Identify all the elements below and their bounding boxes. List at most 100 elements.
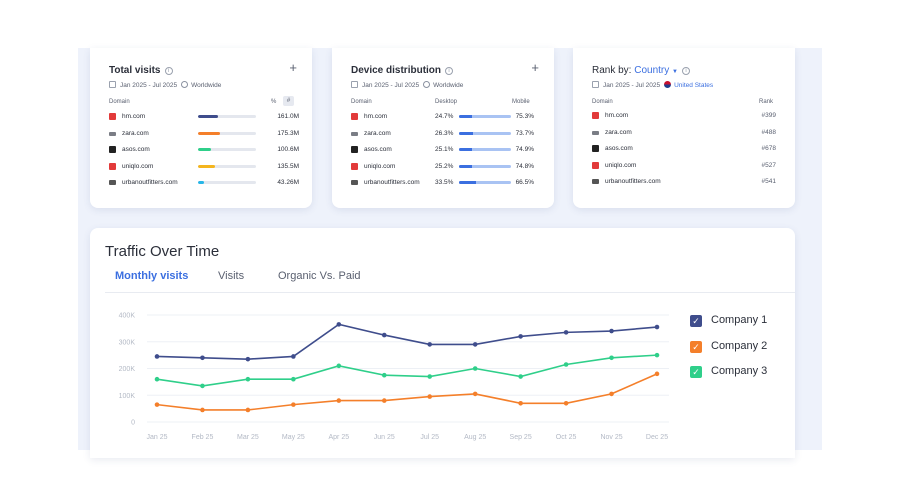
domain-name[interactable]: urbanoutfitters.com [605,178,661,185]
add-icon[interactable]: + [289,60,297,75]
globe-icon [423,81,431,88]
legend-item-company-1[interactable]: ✓ Company 1 [690,314,810,330]
data-point[interactable] [154,402,160,407]
domain-name[interactable]: uniqlo.com [122,162,154,170]
visits-value: 175.3M [277,129,299,137]
data-point[interactable] [609,355,614,361]
tab-visits[interactable]: Visits [218,270,245,282]
data-point[interactable] [336,398,342,403]
x-tick-label: Mar 25 [237,434,259,441]
data-point[interactable] [609,328,614,334]
column-header-domain: Domain [351,99,372,105]
data-point[interactable] [472,342,478,347]
data-point[interactable] [245,376,251,382]
domain-name[interactable]: zara.com [605,128,632,136]
data-point[interactable] [291,402,296,407]
number-toggle-button[interactable]: # [283,96,294,106]
table-row[interactable]: urbanoutfitters.com #541 [592,177,776,187]
data-point[interactable] [245,356,251,362]
table-row[interactable]: urbanoutfitters.com 43.26M [109,178,299,188]
data-point[interactable] [563,362,569,367]
table-row[interactable]: asos.com 25.1% 74.9% [351,145,534,155]
rank-dimension-dropdown[interactable]: Country ▼ [634,65,678,76]
share-bar-fill [198,115,219,118]
info-icon[interactable]: i [682,67,690,75]
data-point[interactable] [381,332,387,338]
data-point[interactable] [381,372,387,378]
share-bar [198,181,256,184]
domain-name[interactable]: asos.com [605,145,633,152]
table-row[interactable]: uniqlo.com #527 [592,161,776,171]
series-line-company-3 [156,354,658,387]
device-distribution-title: Device distribution i [351,65,454,76]
data-point[interactable] [654,324,660,330]
data-point[interactable] [154,354,160,359]
data-point[interactable] [518,334,523,339]
data-point[interactable] [336,322,342,327]
table-row[interactable]: zara.com #488 [592,128,776,138]
data-point[interactable] [200,383,205,389]
domain-name[interactable]: uniqlo.com [605,161,637,169]
visits-value: 100.6M [277,146,299,153]
data-point[interactable] [472,366,478,371]
data-point[interactable] [654,352,660,358]
table-row[interactable]: zara.com 175.3M [109,129,299,139]
tab-monthly-visits[interactable]: Monthly visits [115,270,189,282]
data-point[interactable] [427,342,433,347]
legend-item-company-3[interactable]: ✓ Company 3 [690,365,810,381]
country-link[interactable]: United States [674,82,714,89]
domain-name[interactable]: urbanoutfitters.com [364,179,420,186]
table-row[interactable]: hm.com #399 [592,111,776,121]
domain-name[interactable]: hm.com [364,113,388,120]
table-row[interactable]: uniqlo.com 25.2% 74.8% [351,162,534,172]
table-row[interactable]: zara.com 26.3% 73.7% [351,129,534,139]
dashboard-canvas: Total visits i + Jan 2025 - Jul 2025 World… [78,48,822,458]
data-point[interactable] [200,407,205,413]
add-icon[interactable]: + [531,60,539,75]
table-row[interactable]: hm.com 161.0M [109,112,299,122]
domain-name[interactable]: asos.com [364,146,392,153]
checkbox-icon[interactable]: ✓ [690,340,702,353]
data-point[interactable] [518,374,523,379]
y-tick-label: 300K [119,339,136,346]
data-point[interactable] [200,355,205,361]
x-tick-label: Jul 25 [420,434,439,441]
domain-name[interactable]: hm.com [122,113,146,120]
share-bar [198,115,256,118]
data-point[interactable] [427,394,433,399]
info-icon[interactable]: i [445,67,454,75]
x-tick-label: Feb 25 [192,434,214,441]
table-row[interactable]: asos.com 100.6M [109,145,299,155]
data-point[interactable] [609,391,614,397]
domain-name[interactable]: hm.com [605,112,629,119]
data-point[interactable] [654,371,660,377]
legend-item-company-2[interactable]: ✓ Company 2 [690,340,810,356]
data-point[interactable] [291,376,296,382]
data-point[interactable] [472,391,478,397]
uo-logo-icon [592,179,599,184]
share-bar-fill [198,148,211,151]
domain-name[interactable]: uniqlo.com [364,162,396,170]
data-point[interactable] [291,354,296,359]
domain-name[interactable]: asos.com [122,146,150,153]
data-point[interactable] [563,400,569,406]
checkbox-icon[interactable]: ✓ [690,315,702,327]
data-point[interactable] [154,376,160,382]
data-point[interactable] [518,400,523,406]
domain-name[interactable]: urbanoutfitters.com [122,179,178,186]
table-row[interactable]: uniqlo.com 135.5M [109,162,299,172]
table-row[interactable]: hm.com 24.7% 75.3% [351,112,534,122]
domain-name[interactable]: zara.com [122,129,149,137]
data-point[interactable] [336,363,342,369]
checkbox-icon[interactable]: ✓ [690,366,702,378]
data-point[interactable] [381,398,387,403]
data-point[interactable] [427,374,433,379]
data-point[interactable] [563,330,569,335]
table-row[interactable]: urbanoutfitters.com 33.5% 66.5% [351,178,534,188]
data-point[interactable] [245,407,251,413]
table-row[interactable]: asos.com #678 [592,144,776,154]
tab-organic-vs-paid[interactable]: Organic Vs. Paid [278,270,361,282]
mobile-share: 66.5% [515,179,534,186]
info-icon[interactable]: i [164,67,173,75]
domain-name[interactable]: zara.com [364,129,391,137]
